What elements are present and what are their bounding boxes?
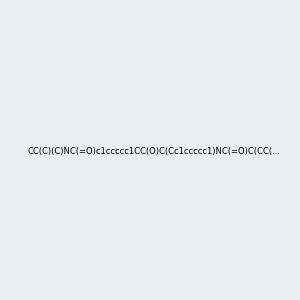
Text: CC(C)(C)NC(=O)c1ccccc1CC(O)C(Cc1ccccc1)NC(=O)C(CC(...: CC(C)(C)NC(=O)c1ccccc1CC(O)C(Cc1ccccc1)N… [27,147,280,156]
